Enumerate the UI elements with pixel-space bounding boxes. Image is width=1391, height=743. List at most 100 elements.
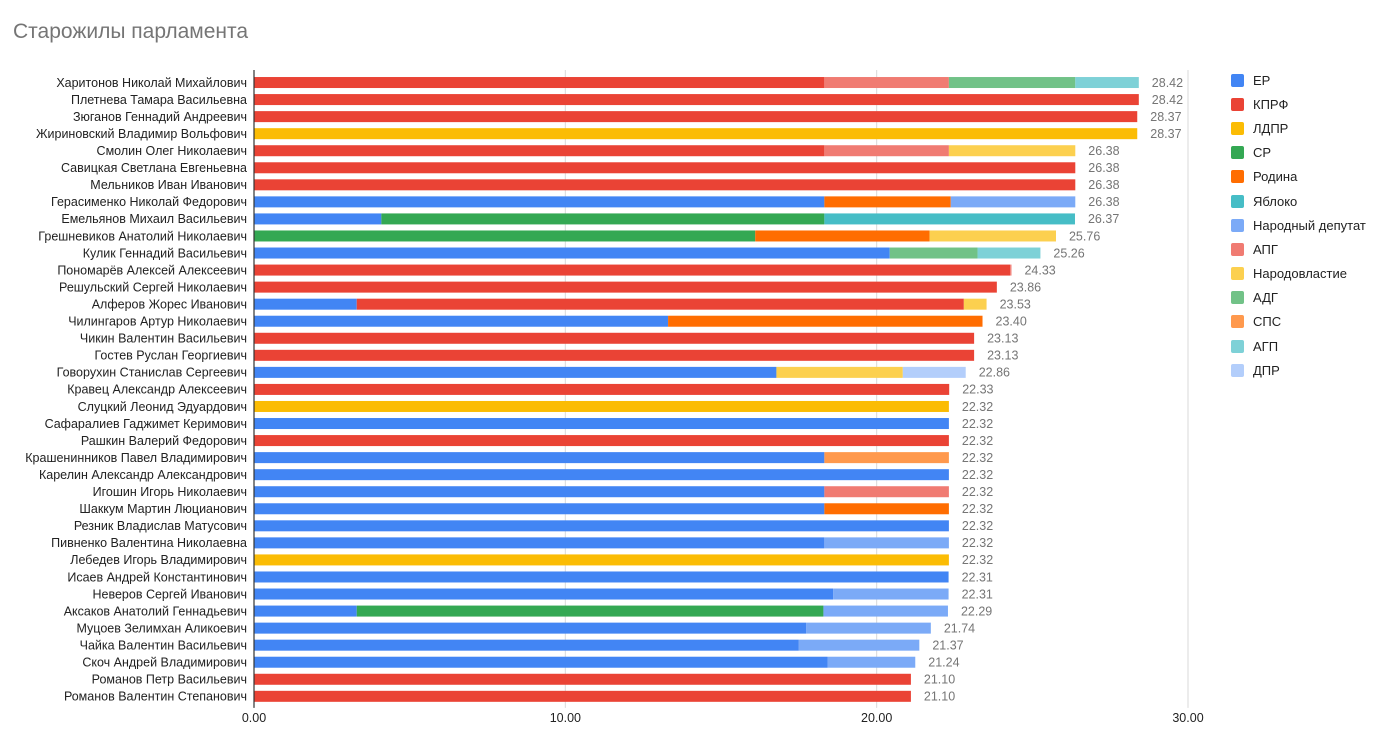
- bar-segment[interactable]: [254, 264, 1011, 276]
- bar-segment[interactable]: [254, 145, 825, 157]
- bar-segment[interactable]: [254, 588, 834, 600]
- legend-item[interactable]: Яблоко: [1231, 189, 1366, 213]
- bar-segment[interactable]: [755, 230, 930, 242]
- legend-item[interactable]: Народовластие: [1231, 262, 1366, 286]
- bar-segment[interactable]: [254, 639, 799, 651]
- bar-segment[interactable]: [824, 486, 949, 498]
- bar-segment[interactable]: [254, 77, 825, 89]
- bar-segment[interactable]: [668, 315, 983, 327]
- row-name-label: Неверов Сергей Иванович: [93, 587, 248, 601]
- bar-segment[interactable]: [824, 537, 949, 549]
- bar-segment[interactable]: [254, 656, 828, 668]
- bar-segment[interactable]: [254, 486, 825, 498]
- row-name-label: Харитонов Николай Михайлович: [56, 76, 247, 90]
- legend-label: КПРФ: [1253, 96, 1289, 112]
- bar-segment[interactable]: [254, 605, 357, 617]
- bar-segment[interactable]: [827, 656, 916, 668]
- legend-item[interactable]: ЕР: [1231, 68, 1366, 92]
- bar-segment[interactable]: [1010, 264, 1012, 276]
- bar-value-label: 22.32: [962, 468, 993, 482]
- bar-segment[interactable]: [254, 179, 1076, 191]
- bar-segment[interactable]: [254, 469, 949, 481]
- legend-label: Яблоко: [1253, 193, 1298, 209]
- legend-item[interactable]: АГП: [1231, 334, 1366, 358]
- bar-segment[interactable]: [806, 622, 931, 634]
- legend-item[interactable]: АПГ: [1231, 237, 1366, 261]
- bar-segment[interactable]: [833, 588, 949, 600]
- bar-segment[interactable]: [824, 213, 1075, 225]
- legend-swatch: [1231, 242, 1244, 256]
- bar-segment[interactable]: [254, 128, 1138, 140]
- bar-segment[interactable]: [824, 196, 951, 208]
- legend-item[interactable]: СР: [1231, 141, 1366, 165]
- legend-item[interactable]: Народный депутат: [1231, 213, 1366, 237]
- bar-segment[interactable]: [254, 537, 825, 549]
- row-name-label: Чайка Валентин Васильевич: [80, 638, 247, 652]
- bar-segment[interactable]: [254, 298, 357, 310]
- bar-segment[interactable]: [254, 111, 1138, 123]
- bar-segment[interactable]: [824, 145, 949, 157]
- legend-label: Народовластие: [1253, 266, 1347, 282]
- legend-item[interactable]: ЛДПР: [1231, 116, 1366, 140]
- bar-segment[interactable]: [254, 571, 949, 583]
- bar-segment[interactable]: [356, 605, 824, 617]
- bar-segment[interactable]: [254, 452, 825, 464]
- bar-segment[interactable]: [254, 690, 911, 702]
- bar-segment[interactable]: [889, 247, 978, 259]
- bar-segment[interactable]: [963, 298, 987, 310]
- legend-item[interactable]: АДГ: [1231, 286, 1366, 310]
- bar-segment[interactable]: [254, 349, 975, 361]
- bar-segment[interactable]: [254, 213, 382, 225]
- legend-label: Родина: [1253, 169, 1298, 185]
- bar-segment[interactable]: [776, 366, 903, 378]
- bar-segment[interactable]: [254, 332, 975, 344]
- bar-segment[interactable]: [254, 622, 807, 634]
- bar-segment[interactable]: [254, 315, 669, 327]
- bar-value-label: 21.10: [924, 690, 955, 704]
- bar-segment[interactable]: [356, 298, 964, 310]
- bar-segment[interactable]: [823, 605, 948, 617]
- bar-segment[interactable]: [824, 77, 949, 89]
- row-name-label: Романов Петр Васильевич: [92, 673, 247, 687]
- bar-value-label: 23.13: [987, 349, 1018, 363]
- bar-segment[interactable]: [824, 452, 949, 464]
- legend-item[interactable]: СПС: [1231, 310, 1366, 334]
- bar-segment[interactable]: [902, 366, 966, 378]
- bar-segment[interactable]: [254, 673, 911, 685]
- bar-segment[interactable]: [254, 503, 825, 515]
- bar-segment[interactable]: [1075, 77, 1139, 89]
- bar-segment[interactable]: [948, 145, 1076, 157]
- legend-item[interactable]: КПРФ: [1231, 92, 1366, 116]
- bar-segment[interactable]: [254, 418, 949, 430]
- bar-segment[interactable]: [254, 383, 950, 395]
- legend-label: СПС: [1253, 314, 1282, 330]
- bar-segment[interactable]: [254, 554, 949, 566]
- legend-item[interactable]: Родина: [1231, 165, 1366, 189]
- bar-segment[interactable]: [948, 77, 1076, 89]
- row-name-label: Смолин Олег Николаевич: [97, 144, 247, 158]
- row-name-label: Сафаралиев Гаджимет Керимович: [45, 417, 247, 431]
- bar-value-label: 21.74: [944, 621, 975, 635]
- bar-segment[interactable]: [824, 503, 949, 515]
- bar-segment[interactable]: [254, 162, 1076, 174]
- legend-item[interactable]: ДПР: [1231, 358, 1366, 382]
- bar-value-label: 28.42: [1152, 76, 1183, 90]
- row-name-label: Шаккум Мартин Люцианович: [79, 502, 247, 516]
- bar-segment[interactable]: [254, 230, 756, 242]
- bar-segment[interactable]: [254, 94, 1139, 106]
- bar-segment[interactable]: [254, 435, 949, 447]
- bar-segment[interactable]: [254, 281, 997, 293]
- bar-segment[interactable]: [977, 247, 1041, 259]
- bar-segment[interactable]: [929, 230, 1056, 242]
- bar-segment[interactable]: [254, 247, 890, 259]
- bar-segment[interactable]: [254, 366, 777, 378]
- legend-swatch: [1231, 73, 1244, 87]
- bar-value-label: 25.26: [1053, 246, 1084, 260]
- bar-segment[interactable]: [254, 520, 949, 532]
- bar-segment[interactable]: [798, 639, 920, 651]
- bar-segment[interactable]: [254, 400, 949, 412]
- bar-segment[interactable]: [950, 196, 1076, 208]
- bar-segment[interactable]: [254, 196, 825, 208]
- bar-segment[interactable]: [381, 213, 825, 225]
